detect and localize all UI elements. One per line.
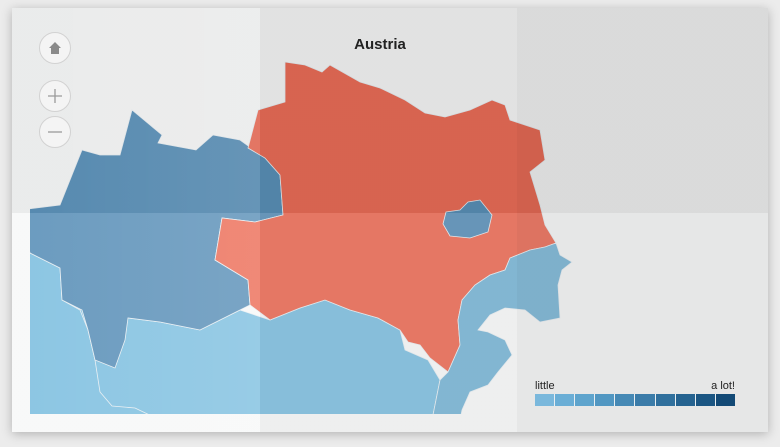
legend-color-scale xyxy=(535,394,735,406)
plus-icon xyxy=(48,89,62,103)
map-title: Austria xyxy=(354,36,406,53)
map-svg[interactable] xyxy=(30,8,768,414)
choropleth-map[interactable] xyxy=(30,8,768,414)
legend-labels: little a lot! xyxy=(535,380,735,392)
home-button[interactable] xyxy=(39,32,71,64)
legend-swatch xyxy=(655,394,676,406)
legend-swatch xyxy=(715,394,735,406)
legend-swatch xyxy=(555,394,576,406)
region-burgenland[interactable] xyxy=(432,242,573,414)
legend-swatch xyxy=(535,394,556,406)
home-icon xyxy=(49,42,61,54)
legend-swatch xyxy=(575,394,596,406)
zoom-in-button[interactable] xyxy=(39,80,71,112)
map-frame: Austria little a lot! xyxy=(12,8,768,432)
legend: little a lot! xyxy=(535,380,735,406)
legend-low-label: little xyxy=(535,380,555,392)
zoom-out-button[interactable] xyxy=(39,116,71,148)
minus-icon xyxy=(48,131,62,133)
legend-high-label: a lot! xyxy=(711,380,735,392)
legend-swatch xyxy=(635,394,656,406)
legend-swatch xyxy=(675,394,696,406)
legend-swatch xyxy=(695,394,716,406)
region-vienna[interactable] xyxy=(442,199,493,239)
legend-swatch xyxy=(615,394,636,406)
legend-swatch xyxy=(595,394,616,406)
